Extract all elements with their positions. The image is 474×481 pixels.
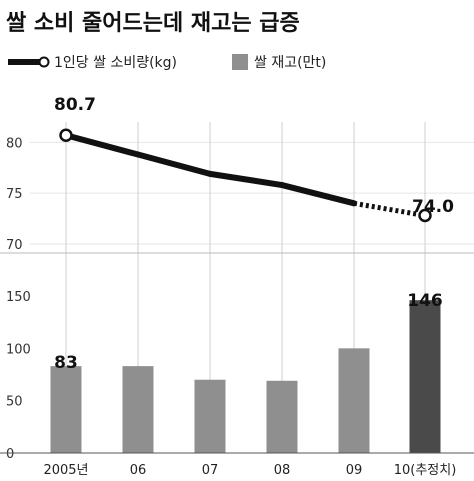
chart-title: 쌀 소비 줄어드는데 재고는 급증 [6, 11, 300, 36]
line-y-tick-label: 75 [6, 187, 23, 202]
bar [194, 379, 226, 453]
legend-bar-swatch [232, 54, 248, 70]
line-segment [279, 182, 357, 207]
bar-y-tick-label: 0 [6, 447, 14, 462]
legend-bar-label: 쌀 재고(만t) [254, 55, 326, 71]
line-y-tick-label: 80 [6, 136, 23, 151]
bar [50, 366, 82, 453]
legend: 1인당 쌀 소비량(kg) 쌀 재고(만t) [8, 54, 326, 71]
label-bar-last: 146 [407, 291, 443, 311]
line-segment [135, 151, 213, 177]
vertical-gridlines [65, 122, 426, 453]
line-segment [63, 132, 141, 158]
bar [266, 380, 298, 453]
label-line-last: 74.0 [412, 197, 454, 217]
bar [122, 366, 154, 453]
x-tick-label: 2005년 [43, 463, 88, 478]
legend-line-label: 1인당 쌀 소비량(kg) [54, 55, 177, 71]
bar-series [50, 300, 441, 453]
line-point [418, 208, 432, 223]
line-series [59, 128, 432, 223]
bar [409, 300, 441, 453]
x-axis-ticks: 2005년 06 07 08 09 10(추정치) [43, 463, 456, 478]
x-tick-label: 06 [130, 463, 147, 478]
x-tick-label: 10(추정치) [394, 463, 457, 478]
line-y-axis: 80 75 70 [6, 136, 474, 253]
x-tick-label: 07 [202, 463, 219, 478]
line-segment [207, 170, 285, 189]
bar-y-tick-label: 100 [6, 342, 31, 357]
bar-y-tick-label: 150 [6, 290, 31, 305]
line-y-tick-label: 70 [6, 238, 23, 253]
label-bar-first: 83 [54, 353, 78, 373]
label-line-first: 80.7 [54, 95, 96, 115]
bar-y-tick-label: 50 [6, 395, 23, 410]
line-point [59, 128, 73, 142]
bar [338, 348, 370, 453]
x-tick-label: 09 [346, 463, 363, 478]
legend-line-marker [38, 56, 50, 68]
bar-y-axis: 150 100 50 0 [6, 290, 31, 462]
x-tick-label: 08 [274, 463, 291, 478]
line-segment-estimate [353, 200, 426, 218]
